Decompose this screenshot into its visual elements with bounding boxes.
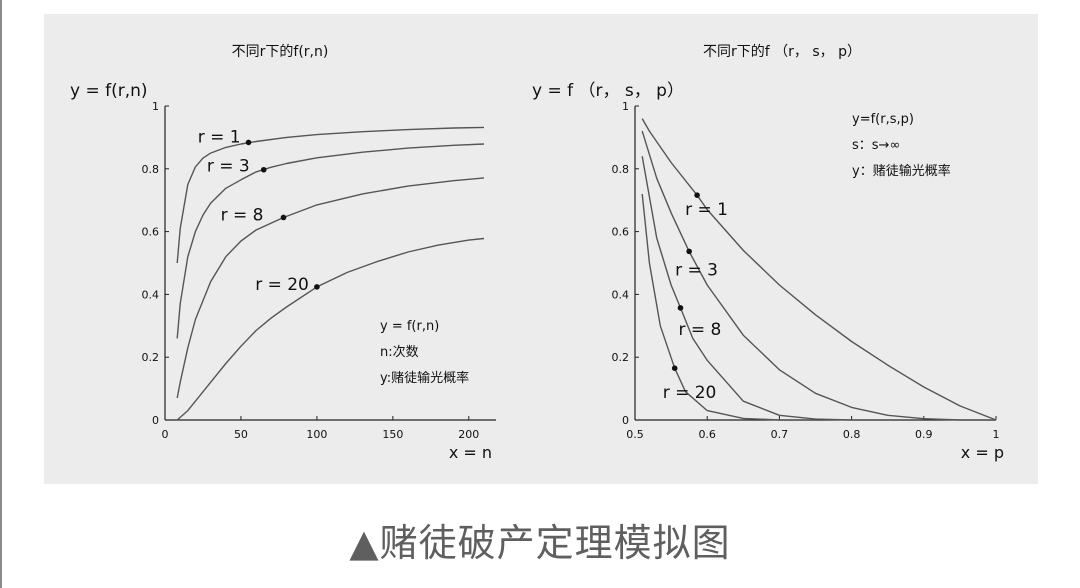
y-tick-label: 1 (622, 100, 629, 113)
series-marker-1 (694, 192, 700, 198)
y-tick-label: 0.8 (612, 163, 630, 176)
x-tick-label: 1 (993, 428, 1000, 441)
y-axis-label: y = f （r， s， p） (532, 81, 684, 101)
y-tick-label: 0 (622, 414, 629, 427)
x-tick-label: 0.6 (698, 428, 716, 441)
y-tick-label: 0.4 (612, 288, 630, 301)
x-tick-label: 0.5 (626, 428, 644, 441)
series-label-2: r = 3 (675, 260, 718, 280)
series-marker-2 (686, 249, 692, 255)
x-axis-label: x = p (961, 443, 1004, 462)
figure-caption: ▲赌徒破产定理模拟图 (0, 512, 1080, 567)
y-tick-label: 0.6 (612, 226, 630, 239)
series-label-4: r = 20 (663, 383, 717, 403)
x-tick-label: 0.9 (915, 428, 933, 441)
legend-line: y=f(r,s,p) (852, 112, 914, 127)
series-label-3: r = 8 (678, 320, 721, 340)
series-line-3 (642, 156, 888, 420)
chart-title: 不同r下的f （r， s， p） (703, 44, 861, 60)
series-marker-3 (678, 305, 684, 311)
series-marker-4 (672, 365, 678, 371)
x-tick-label: 0.7 (771, 428, 789, 441)
series-label-1: r = 1 (685, 200, 728, 220)
legend-line: y：赌徒输光概率 (852, 163, 951, 179)
legend-line: s：s→∞ (852, 138, 900, 153)
y-tick-label: 0.2 (612, 351, 630, 364)
x-tick-label: 0.8 (843, 428, 861, 441)
